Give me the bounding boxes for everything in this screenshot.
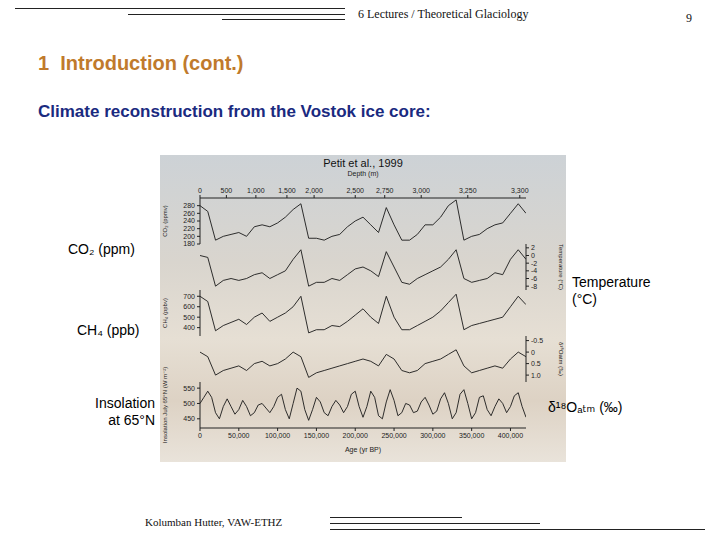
svg-text:0: 0 bbox=[531, 252, 535, 259]
svg-text:Insolation July 65°N (W m⁻²): Insolation July 65°N (W m⁻²) bbox=[162, 367, 168, 443]
svg-text:0: 0 bbox=[198, 187, 202, 194]
svg-text:2: 2 bbox=[531, 244, 535, 251]
svg-text:240: 240 bbox=[183, 217, 195, 224]
html-text:CH₄ (ppb): CH₄ (ppb) bbox=[77, 322, 140, 338]
svg-text:150,000: 150,000 bbox=[304, 432, 329, 439]
svg-text:400: 400 bbox=[183, 324, 195, 331]
svg-text:500: 500 bbox=[183, 400, 195, 407]
svg-text:100,000: 100,000 bbox=[265, 432, 290, 439]
svg-text:3,000: 3,000 bbox=[412, 187, 430, 194]
svg-text:1,000: 1,000 bbox=[247, 187, 265, 194]
html-text:Kolumban Hutter, VAW-ETHZ: Kolumban Hutter, VAW-ETHZ bbox=[145, 516, 283, 528]
svg-text:260: 260 bbox=[183, 210, 195, 217]
html-text:Petit et al., 1999: Petit et al., 1999 bbox=[323, 157, 403, 169]
svg-text:200,000: 200,000 bbox=[343, 432, 368, 439]
svg-text:400,000: 400,000 bbox=[498, 432, 523, 439]
svg-text:Depth (m): Depth (m) bbox=[347, 170, 378, 178]
html-text:(°C): (°C) bbox=[572, 291, 597, 307]
svg-text:-8: -8 bbox=[531, 283, 537, 290]
svg-text:-0.5: -0.5 bbox=[531, 337, 543, 344]
svg-text:250,000: 250,000 bbox=[381, 432, 406, 439]
html-text:1 Introduction (cont.): 1 Introduction (cont.) bbox=[38, 52, 244, 74]
svg-text:450: 450 bbox=[183, 415, 195, 422]
svg-text:0: 0 bbox=[198, 432, 202, 439]
svg-text:-4: -4 bbox=[531, 267, 537, 274]
html-text:9: 9 bbox=[686, 11, 692, 25]
svg-text:Age (yr BP): Age (yr BP) bbox=[345, 446, 381, 454]
html-text:6 Lectures / Theoretical Glaci: 6 Lectures / Theoretical Glaciology bbox=[358, 7, 529, 21]
svg-text:1.0: 1.0 bbox=[531, 372, 541, 379]
svg-text:0: 0 bbox=[531, 349, 535, 356]
svg-text:500: 500 bbox=[221, 187, 233, 194]
svg-text:220: 220 bbox=[183, 225, 195, 232]
svg-text:0.5: 0.5 bbox=[531, 360, 541, 367]
svg-text:2,750: 2,750 bbox=[376, 187, 394, 194]
svg-text:Temperature (°C): Temperature (°C) bbox=[558, 244, 564, 290]
html-text:Insolation: Insolation bbox=[95, 395, 155, 411]
html-text:δ¹⁸Oₐₜₘ (‰): δ¹⁸Oₐₜₘ (‰) bbox=[548, 399, 623, 415]
svg-text:2,500: 2,500 bbox=[346, 187, 364, 194]
svg-text:CO₂ (ppmv): CO₂ (ppmv) bbox=[162, 205, 168, 237]
svg-text:550: 550 bbox=[183, 385, 195, 392]
svg-text:-2: -2 bbox=[531, 260, 537, 267]
svg-text:1,500: 1,500 bbox=[278, 187, 296, 194]
svg-text:CH₄ (ppbv): CH₄ (ppbv) bbox=[162, 298, 168, 328]
svg-text:700: 700 bbox=[183, 293, 195, 300]
html-text:CO₂ (ppm): CO₂ (ppm) bbox=[68, 241, 135, 257]
svg-text:500: 500 bbox=[183, 314, 195, 321]
svg-text:50,000: 50,000 bbox=[228, 432, 250, 439]
svg-text:3,300: 3,300 bbox=[511, 187, 529, 194]
svg-text:3,250: 3,250 bbox=[459, 187, 477, 194]
svg-text:350,000: 350,000 bbox=[459, 432, 484, 439]
svg-text:180: 180 bbox=[183, 240, 195, 247]
svg-text:280: 280 bbox=[183, 202, 195, 209]
svg-text:200: 200 bbox=[183, 233, 195, 240]
svg-text:600: 600 bbox=[183, 303, 195, 310]
svg-text:δ¹⁸Oatm (‰): δ¹⁸Oatm (‰) bbox=[558, 342, 564, 376]
svg-text:2,000: 2,000 bbox=[305, 187, 323, 194]
html-text:at 65°N: at 65°N bbox=[108, 412, 155, 428]
html-text:Climate reconstruction from th: Climate reconstruction from the Vostok i… bbox=[38, 102, 431, 121]
svg-text:300,000: 300,000 bbox=[420, 432, 445, 439]
html-text:Temperature: Temperature bbox=[572, 274, 651, 290]
svg-text:-6: -6 bbox=[531, 275, 537, 282]
